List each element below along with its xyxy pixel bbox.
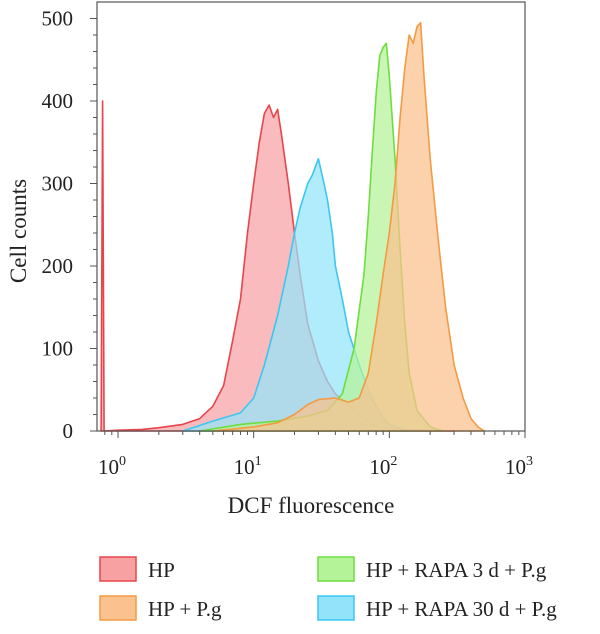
x-tick-label: 100 [98, 454, 126, 479]
x-axis: 100 101 102 103 [98, 431, 533, 479]
legend-label-hp-rapa-3-d-p-g: HP + RAPA 3 d + P.g [366, 558, 547, 582]
legend-label-hp-rapa-30-d-p-g: HP + RAPA 30 d + P.g [366, 597, 557, 621]
y-tick-label: 0 [63, 419, 74, 443]
y-axis: 0 100 200 300 400 500 [42, 7, 97, 443]
x-tick-label: 102 [369, 454, 397, 479]
legend-swatch-hp-rapa-30-d-p-g [317, 595, 355, 621]
y-tick-label: 300 [42, 172, 74, 196]
x-tick-label: 103 [505, 454, 533, 479]
legend-swatch-hp-rapa-3-d-p-g [317, 556, 355, 582]
legend-label-hp: HP [148, 558, 175, 582]
series-layer [100, 21, 485, 432]
y-tick-label: 500 [42, 7, 74, 31]
y-tick-label: 200 [42, 254, 74, 278]
x-tick-label: 101 [234, 454, 262, 479]
x-axis-label: DCF fluorescence [228, 493, 395, 518]
legend-swatch-hp-p-g [99, 595, 137, 621]
y-tick-label: 400 [42, 89, 74, 113]
legend-swatch-hp [99, 556, 137, 582]
y-axis-label: Cell counts [6, 179, 31, 283]
legend-label-hp-p-g: HP + P.g [148, 597, 222, 621]
series-area-hp-p-g [212, 21, 485, 432]
legend: HP HP + P.g HP + RAPA 3 d + P.g HP + RAPA 3… [99, 556, 557, 621]
y-tick-label: 100 [42, 337, 74, 361]
